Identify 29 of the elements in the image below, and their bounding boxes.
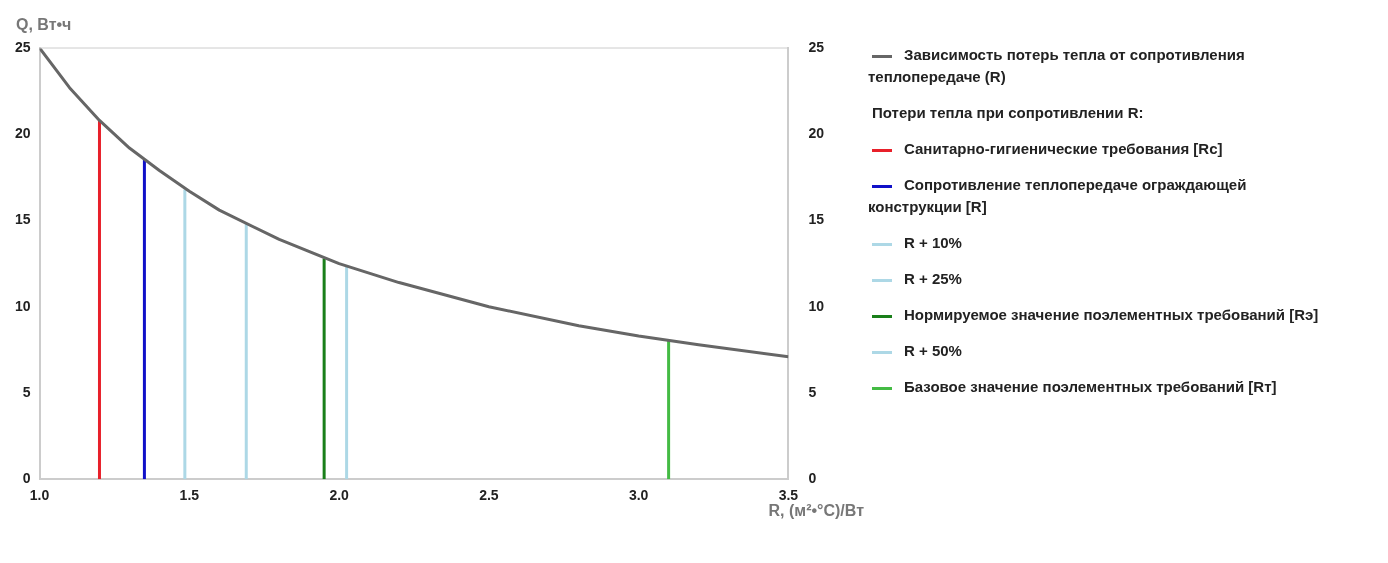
- legend-label: Санитарно-гигиенические требования [Rc]: [904, 140, 1223, 157]
- legend-label: R + 25%: [904, 270, 962, 287]
- legend-title: Потери тепла при сопротивлении R:: [872, 103, 1145, 123]
- y2-tick-label: 25: [808, 38, 825, 55]
- y2-tick-label: 15: [808, 211, 825, 228]
- legend-label: Нормируемое значение поэлементных требований [Rэ]: [904, 306, 1319, 323]
- legend-label: Сопротивление теплопередаче ограждающей конструкции [R]: [868, 176, 1247, 215]
- y-tick-label: 5: [22, 383, 31, 400]
- legend-label: R + 50%: [904, 342, 962, 359]
- legend-label: R + 10%: [904, 234, 962, 251]
- x-tick-label: 3.0: [628, 487, 649, 504]
- x-tick-label: 1.5: [179, 487, 200, 504]
- x-axis-title: R, (м²•°C)/Вт: [768, 501, 865, 519]
- y2-tick-label: 0: [808, 470, 817, 487]
- x-tick-label: 3.5: [778, 487, 799, 504]
- y-tick-label: 20: [14, 125, 31, 142]
- x-tick-label: 2.5: [479, 487, 499, 504]
- x-tick-label: 1.0: [29, 487, 50, 504]
- y-tick-label: 10: [14, 297, 31, 314]
- legend-label: Базовое значение поэлементных требований [Rт]: [904, 378, 1277, 395]
- legend-label: Зависимость потерь тепла от сопротивления теплопередаче (R): [868, 46, 1245, 85]
- y-axis-title: Q, Вт•ч: [16, 16, 72, 34]
- y2-tick-label: 10: [808, 297, 825, 314]
- y2-tick-label: 5: [808, 383, 817, 400]
- y-tick-label: 15: [14, 211, 31, 228]
- y2-tick-label: 20: [808, 125, 825, 142]
- x-tick-label: 2.0: [329, 487, 350, 504]
- y-tick-label: 0: [22, 470, 31, 487]
- y-tick-label: 25: [14, 38, 31, 55]
